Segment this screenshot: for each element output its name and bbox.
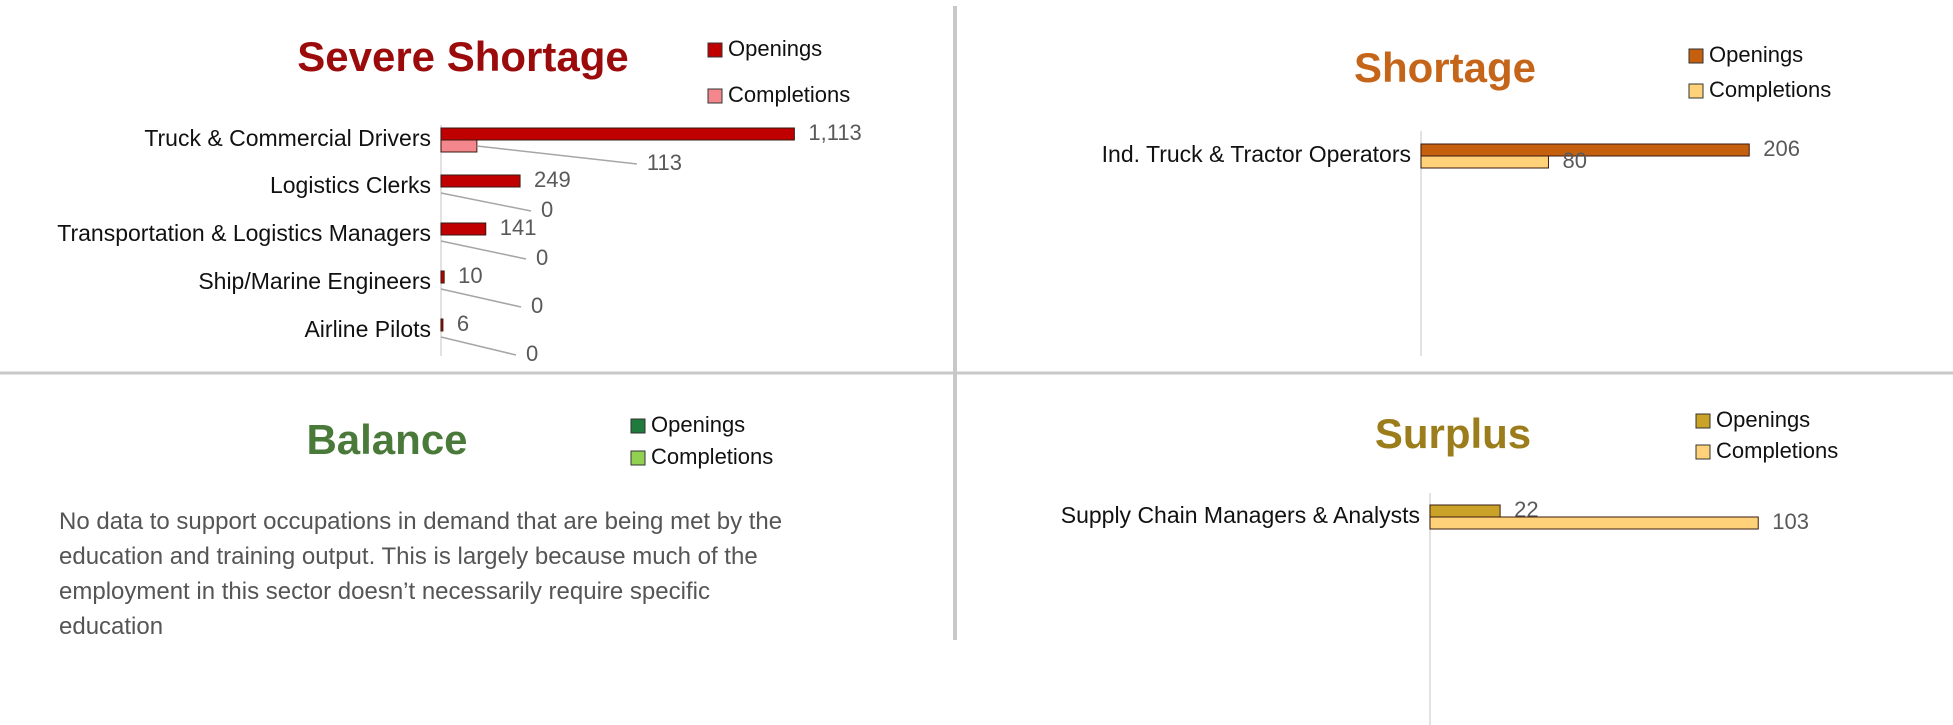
category-label: Supply Chain Managers & Analysts bbox=[1061, 502, 1420, 528]
chart-title: Severe Shortage bbox=[297, 33, 629, 80]
bar bbox=[440, 318, 444, 332]
data-label: 103 bbox=[1772, 509, 1809, 534]
data-label: 113 bbox=[647, 150, 682, 175]
legend-swatch bbox=[1688, 83, 1704, 99]
category-label: Ship/Marine Engineers bbox=[198, 268, 431, 294]
legend-label: Completions bbox=[728, 82, 850, 107]
leader-line bbox=[440, 288, 522, 308]
chart-title: Surplus bbox=[1375, 410, 1531, 457]
legend-label: Openings bbox=[1716, 407, 1810, 432]
bar bbox=[440, 222, 487, 236]
bar bbox=[1429, 504, 1501, 518]
data-label: 1,113 bbox=[808, 120, 861, 145]
data-label: 141 bbox=[500, 215, 537, 240]
legend-swatch bbox=[707, 42, 723, 58]
data-label: 80 bbox=[1562, 148, 1586, 173]
data-label: 0 bbox=[541, 197, 553, 222]
leader-line bbox=[440, 192, 532, 212]
note: No data to support occupations in demand… bbox=[59, 508, 783, 640]
legend-swatch bbox=[1688, 48, 1704, 64]
legend-label: Openings bbox=[1709, 42, 1803, 67]
data-label: 0 bbox=[531, 293, 543, 318]
legend-swatch bbox=[707, 88, 723, 104]
leader-line bbox=[476, 145, 637, 165]
data-label: 0 bbox=[526, 341, 538, 366]
data-label: 206 bbox=[1763, 136, 1800, 161]
data-label: 10 bbox=[458, 263, 482, 288]
legend-label: Completions bbox=[651, 444, 773, 469]
legend-swatch bbox=[1695, 444, 1711, 460]
data-label: 249 bbox=[534, 167, 571, 192]
category-label: Transportation & Logistics Managers bbox=[57, 220, 431, 246]
legend-swatch bbox=[630, 418, 646, 434]
data-label: 6 bbox=[457, 311, 469, 336]
legend-label: Openings bbox=[728, 36, 822, 61]
category-label: Airline Pilots bbox=[304, 316, 431, 342]
bar bbox=[440, 174, 521, 188]
bar bbox=[440, 127, 795, 141]
bar bbox=[440, 270, 445, 284]
bar bbox=[1420, 155, 1549, 169]
legend-swatch bbox=[1695, 413, 1711, 429]
category-label: Logistics Clerks bbox=[270, 172, 431, 198]
category-label: Ind. Truck & Tractor Operators bbox=[1102, 141, 1411, 167]
bar bbox=[1420, 143, 1750, 157]
leader-line bbox=[440, 240, 527, 260]
legend-label: Openings bbox=[651, 412, 745, 437]
chart-title: Balance bbox=[306, 416, 467, 463]
category-label: Truck & Commercial Drivers bbox=[144, 125, 431, 151]
legend-label: Completions bbox=[1709, 77, 1831, 102]
leader-line bbox=[440, 336, 517, 356]
bar bbox=[440, 139, 478, 153]
data-label: 0 bbox=[536, 245, 548, 270]
legend-swatch bbox=[630, 450, 646, 466]
legend-label: Completions bbox=[1716, 438, 1838, 463]
chart-title: Shortage bbox=[1354, 44, 1536, 91]
bar bbox=[1429, 516, 1759, 530]
